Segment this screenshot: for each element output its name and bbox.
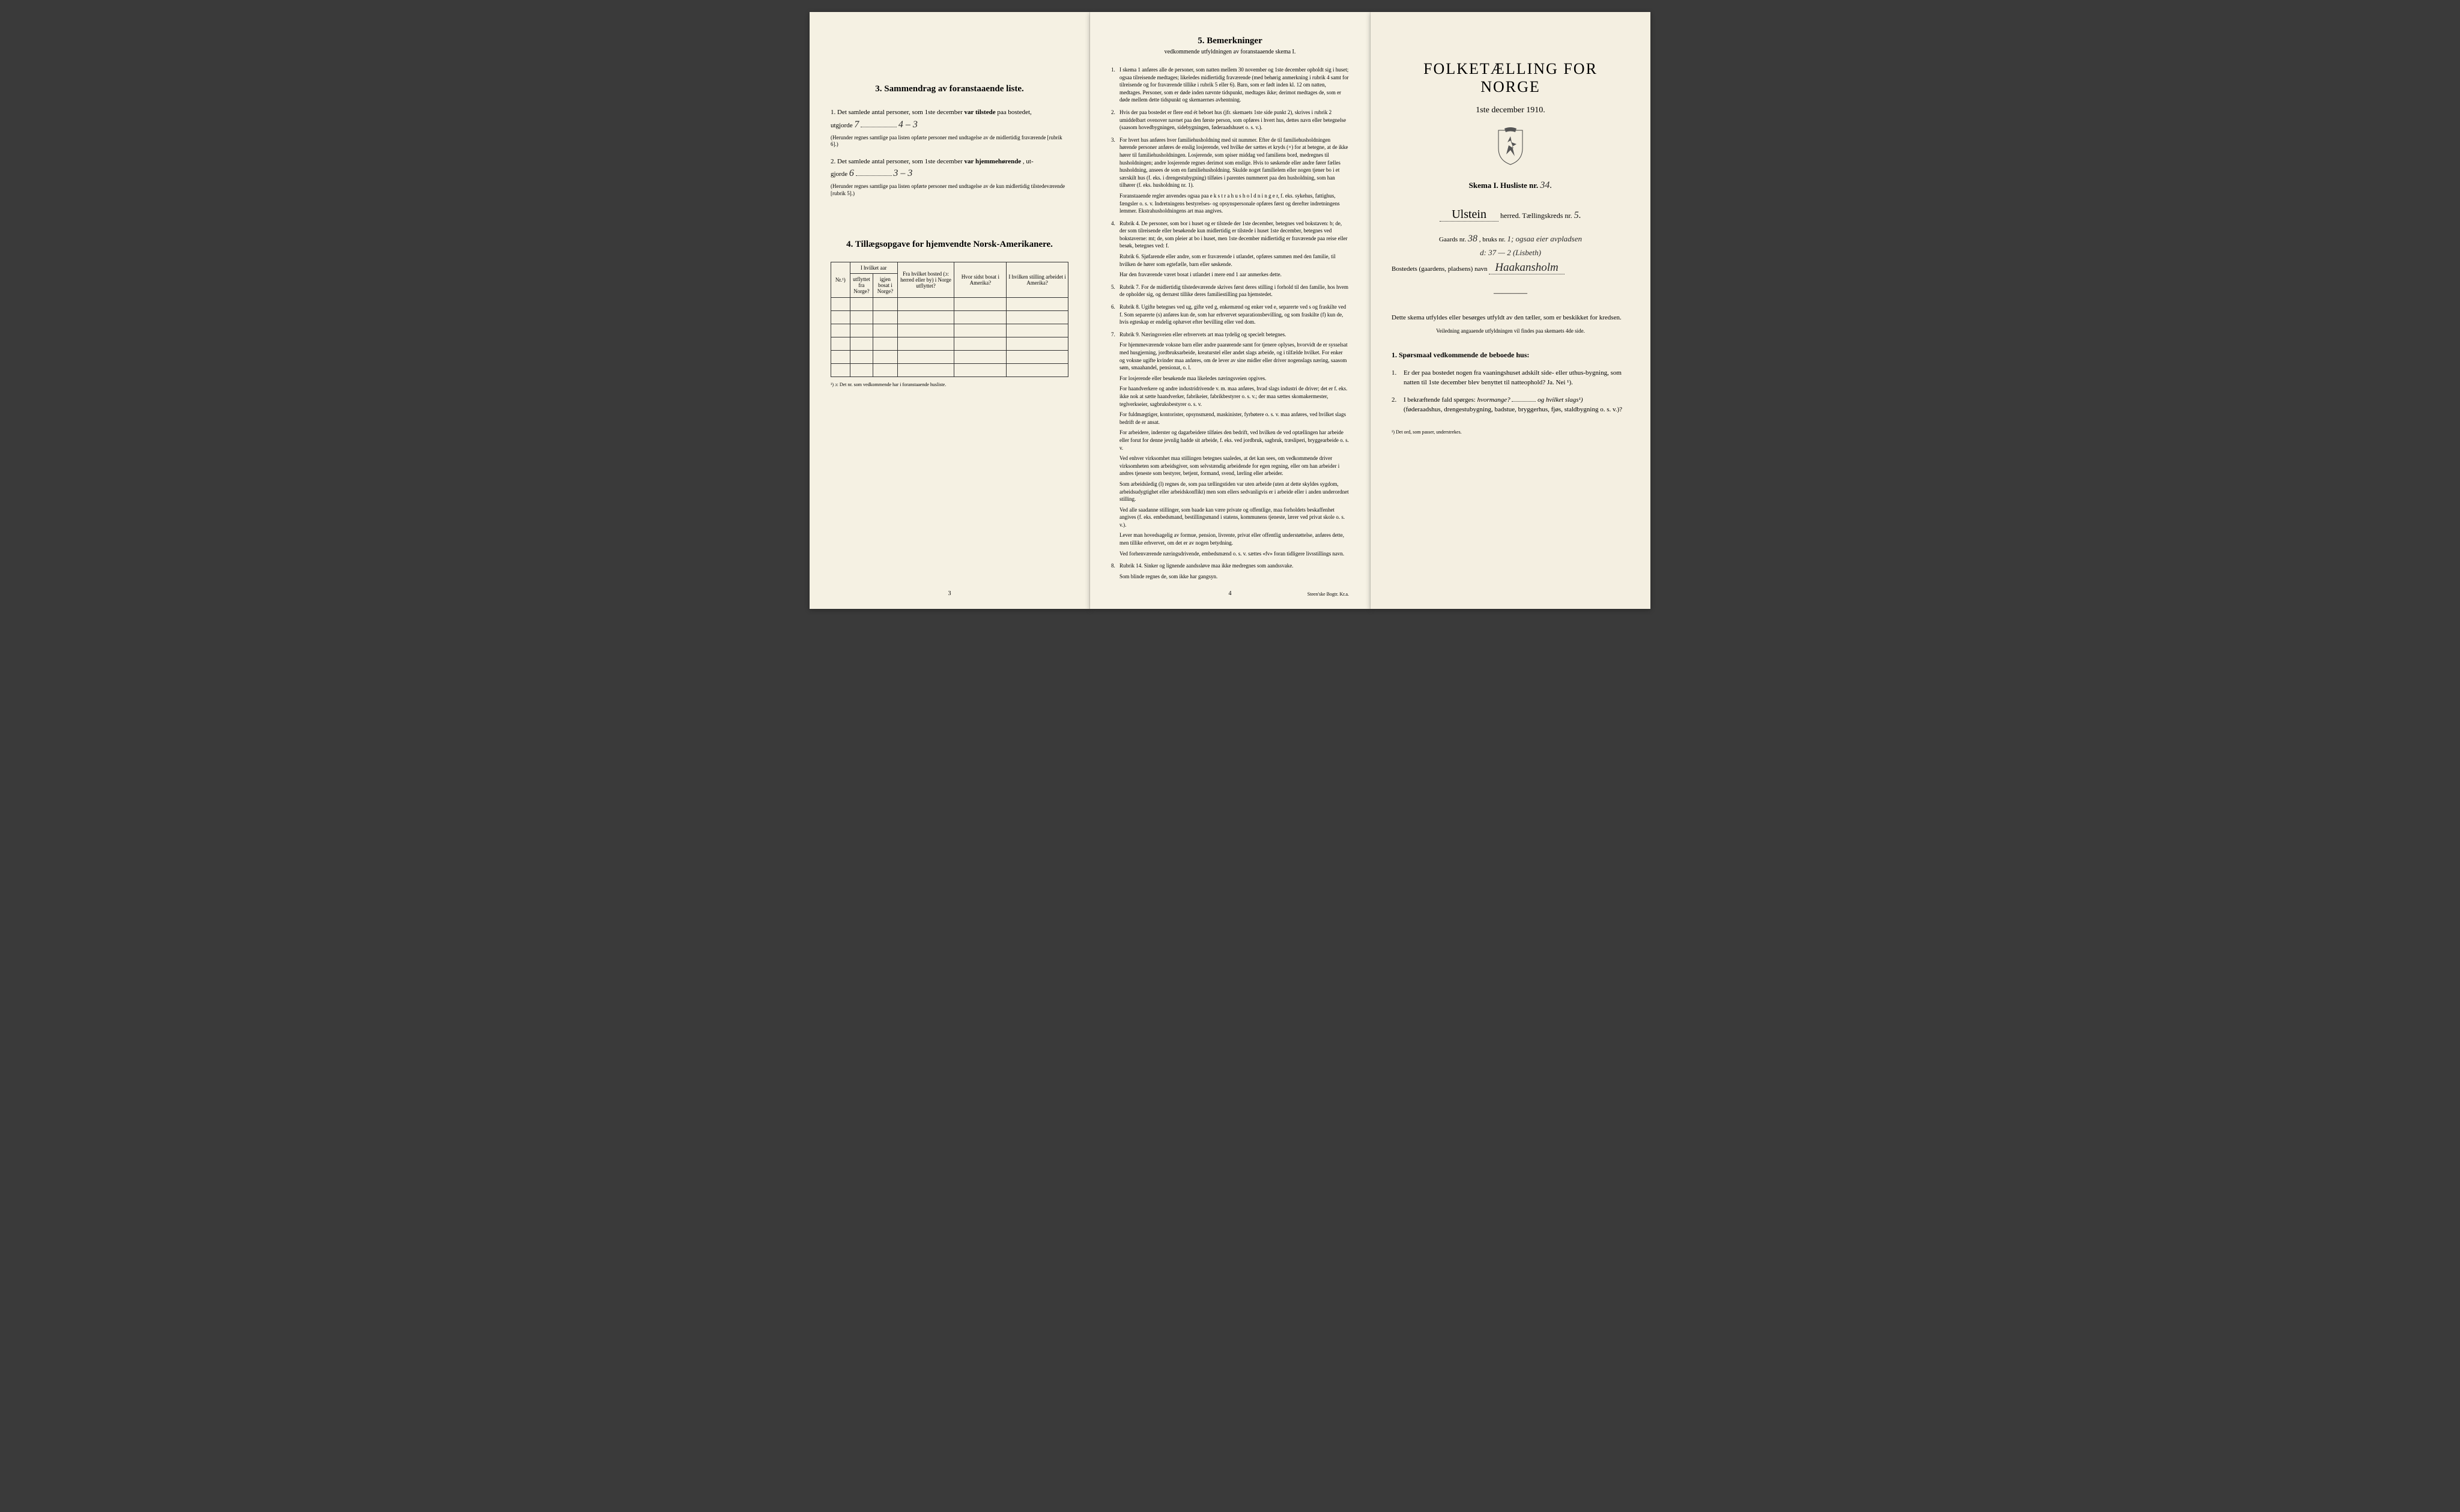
remark-item: 8.Rubrik 14. Sinker og lignende aandsslø… xyxy=(1111,562,1349,580)
document-container: 3. Sammendrag av foranstaaende liste. 1.… xyxy=(810,12,1650,609)
question-1: 1. Er der paa bostedet nogen fra vaaning… xyxy=(1392,368,1629,388)
hw-husliste-nr: 34. xyxy=(1540,180,1552,190)
remark-item: 3.For hvert hus anføres hver familiehush… xyxy=(1111,136,1349,215)
gaards-line: Gaards nr. 38 , bruks nr. 1; ogsaa eier … xyxy=(1392,234,1629,244)
table-row xyxy=(831,324,1068,337)
table-row xyxy=(831,337,1068,350)
table-row xyxy=(831,350,1068,363)
fill-instruction: Dette skema utfyldes eller besørges utfy… xyxy=(1392,313,1629,323)
col-position: I hvilken stilling arbeidet i Amerika? xyxy=(1007,262,1068,297)
hw-bosted: Haakansholm xyxy=(1489,261,1565,274)
remark-item: 7.Rubrik 9. Næringsveien eller erhvervet… xyxy=(1111,331,1349,557)
col-from: Fra hvilket bosted (ɔ: herred eller by) … xyxy=(897,262,954,297)
hw-kreds: 5. xyxy=(1574,210,1581,220)
hw-count-1: 7 xyxy=(854,119,859,130)
item-2-note: (Herunder regnes samtlige paa listen opf… xyxy=(831,183,1068,197)
remark-item: 6.Rubrik 8. Ugifte betegnes ved ug, gift… xyxy=(1111,303,1349,326)
table-row xyxy=(831,363,1068,376)
hw-gaards-2: d: 37 — 2 (Lisbeth) xyxy=(1480,248,1541,257)
gaards-line-2: d: 37 — 2 (Lisbeth) xyxy=(1392,248,1629,258)
col-out: utflyttet fra Norge? xyxy=(850,273,873,297)
hw-breakdown-1: 4 – 3 xyxy=(898,119,918,130)
page-2: 5. Bemerkninger vedkommende utfyldningen… xyxy=(1090,12,1371,609)
page-3: FOLKETÆLLING FOR NORGE 1ste december 191… xyxy=(1371,12,1650,609)
section-4: 4. Tillægsopgave for hjemvendte Norsk-Am… xyxy=(831,240,1068,387)
hw-breakdown-2: 3 – 3 xyxy=(893,168,912,178)
emigrant-table: Nr.¹) I hvilket aar Fra hvilket bosted (… xyxy=(831,262,1068,377)
section-3-title: 3. Sammendrag av foranstaaende liste. xyxy=(831,84,1068,94)
remark-item: 5.Rubrik 7. For de midlertidig tilstedev… xyxy=(1111,283,1349,298)
remarks-list: 1.I skema 1 anføres alle de personer, so… xyxy=(1111,66,1349,580)
page-number-4: 4 xyxy=(1229,590,1232,597)
col-america: Hvor sidst bosat i Amerika? xyxy=(954,262,1007,297)
col-nr: Nr.¹) xyxy=(831,262,850,297)
table-footnote: ¹) ɔ: Det nr. som vedkommende har i fora… xyxy=(831,382,1068,387)
coat-of-arms xyxy=(1392,127,1629,169)
col-back: igjen bosat i Norge? xyxy=(873,273,897,297)
col-year: I hvilket aar xyxy=(850,262,897,273)
skema-line: Skema I. Husliste nr. 34. xyxy=(1392,180,1629,191)
questions-title: 1. Spørsmaal vedkommende de beboede hus: xyxy=(1392,351,1629,360)
bosted-line: Bostedets (gaardens, pladsens) navn Haak… xyxy=(1392,261,1629,274)
guidance-note: Veiledning angaaende utfyldningen vil fi… xyxy=(1392,328,1629,334)
table-row xyxy=(831,297,1068,310)
item-1: 1. Det samlede antal personer, som 1ste … xyxy=(831,107,1068,148)
herred-line: Ulstein herred. Tællingskreds nr. 5. xyxy=(1392,208,1629,222)
item-1-note: (Herunder regnes samtlige paa listen opf… xyxy=(831,135,1068,148)
hw-bruks: 1; ogsaa eier avpladsen xyxy=(1507,234,1582,243)
table-row xyxy=(831,310,1068,324)
item-2: 2. Det samlede antal personer, som 1ste … xyxy=(831,157,1068,198)
hw-gaards: 38 xyxy=(1468,234,1477,244)
page3-footnote: ¹) Det ord, som passer, understrekes. xyxy=(1392,429,1629,435)
page-1: 3. Sammendrag av foranstaaende liste. 1.… xyxy=(810,12,1090,609)
section-5-subtitle: vedkommende utfyldningen av foranstaaend… xyxy=(1111,49,1349,55)
question-2: 2. I bekræftende fald spørges: hvormange… xyxy=(1392,395,1629,415)
hw-count-2: 6 xyxy=(849,168,854,178)
hw-herred: Ulstein xyxy=(1440,208,1498,222)
remark-item: 4.Rubrik 4. De personer, som bor i huset… xyxy=(1111,220,1349,279)
main-title: FOLKETÆLLING FOR NORGE xyxy=(1392,60,1629,96)
remark-item: 1.I skema 1 anføres alle de personer, so… xyxy=(1111,66,1349,104)
remark-item: 2.Hvis der paa bostedet er flere end ét … xyxy=(1111,109,1349,132)
divider: ———— xyxy=(1392,289,1629,298)
section-4-title: 4. Tillægsopgave for hjemvendte Norsk-Am… xyxy=(831,240,1068,250)
section-5-title: 5. Bemerkninger xyxy=(1111,36,1349,46)
printer-note: Steen'ske Bogtr. Kr.a. xyxy=(1307,591,1349,597)
page-number-3: 3 xyxy=(948,590,951,597)
section-3: 3. Sammendrag av foranstaaende liste. 1.… xyxy=(831,84,1068,198)
census-date: 1ste december 1910. xyxy=(1392,106,1629,115)
